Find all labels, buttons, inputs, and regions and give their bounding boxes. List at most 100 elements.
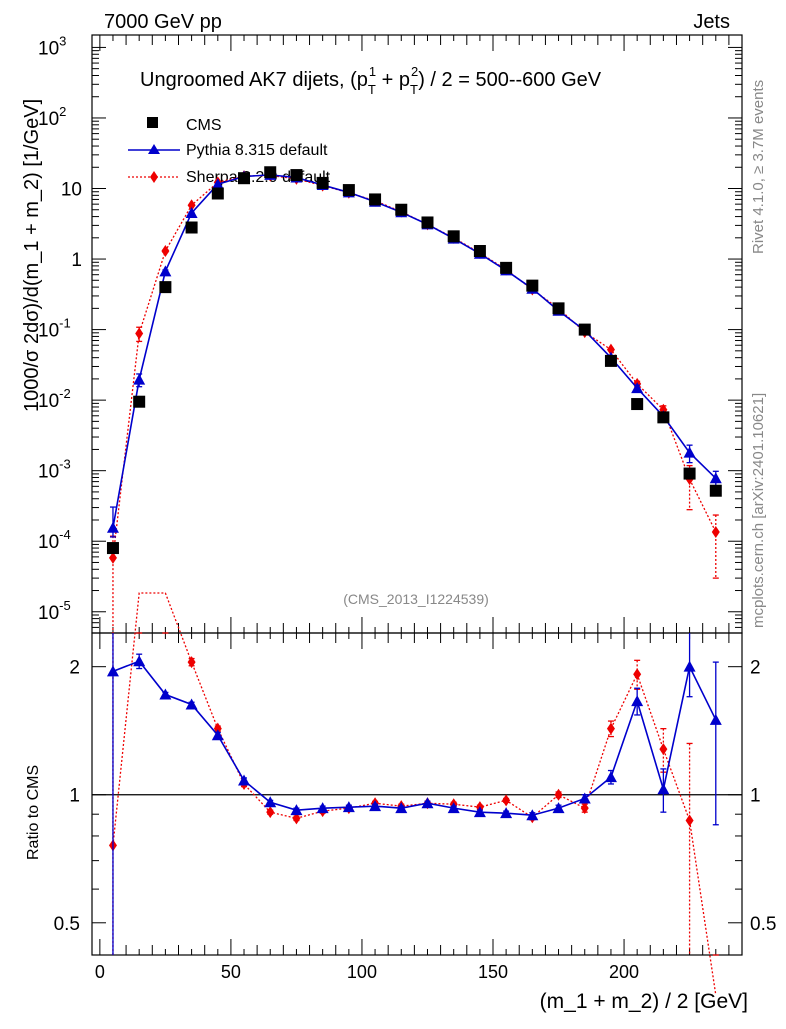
ratio-diamond-point bbox=[292, 812, 301, 825]
main-square-point bbox=[631, 398, 644, 411]
category-label: Jets bbox=[693, 11, 730, 33]
ratio-triangle-point bbox=[657, 783, 670, 795]
ratio-y-tick-label-right: 2 bbox=[750, 658, 761, 679]
main-square-point bbox=[447, 230, 460, 243]
legend-cms-label: CMS bbox=[186, 117, 222, 134]
ratio-diamond-point bbox=[606, 722, 615, 735]
main-y-tick-label: 10-5 bbox=[38, 598, 71, 624]
main-y-tick-label: 10-3 bbox=[38, 457, 71, 483]
chart-marks bbox=[92, 166, 742, 996]
main-square-point bbox=[526, 279, 539, 292]
ratio-triangle-point bbox=[264, 796, 277, 808]
main-triangle-point bbox=[106, 521, 119, 533]
main-triangle-point bbox=[133, 373, 146, 385]
x-tick-label: 100 bbox=[347, 962, 377, 982]
main-square-point bbox=[709, 484, 722, 497]
x-tick-label: 50 bbox=[221, 962, 241, 982]
energy-label: 7000 GeV pp bbox=[104, 11, 222, 33]
main-square-point bbox=[133, 395, 146, 408]
legend-sherpa-marker bbox=[150, 171, 158, 183]
main-triangle-point bbox=[683, 446, 696, 458]
ratio-diamond-point bbox=[554, 788, 563, 801]
ratio-triangle-point bbox=[238, 774, 251, 786]
ratio-diamond-point bbox=[659, 743, 668, 756]
main-triangle-point bbox=[709, 472, 722, 484]
ratio-triangle-point bbox=[552, 802, 565, 814]
main-square-point bbox=[657, 411, 670, 424]
ratio-triangle-point bbox=[631, 695, 644, 707]
main-square-point bbox=[106, 542, 119, 555]
main-square-point bbox=[238, 172, 251, 185]
legend-pythia-label: Pythia 8.315 default bbox=[186, 142, 328, 159]
main-diamond-point bbox=[108, 551, 117, 564]
ratio-panel-frame bbox=[91, 632, 743, 956]
ratio-triangle-line bbox=[112, 660, 717, 817]
ratio-triangle-point bbox=[133, 655, 146, 667]
ratio-diamond-point bbox=[580, 802, 589, 815]
main-triangle-point bbox=[631, 382, 644, 394]
ratio-triangle-point bbox=[526, 809, 539, 821]
main-square-point bbox=[185, 221, 198, 234]
ratio-diamond-point bbox=[633, 668, 642, 681]
main-y-tick-label: 103 bbox=[38, 33, 66, 59]
legend-cms-marker bbox=[147, 117, 158, 128]
main-square-point bbox=[473, 245, 486, 258]
main-diamond-point bbox=[161, 245, 170, 258]
main-y-axis-label: 1000/σ 2dσ)/d(m_1 + m_2) [1/GeV] bbox=[21, 99, 43, 412]
ratio-triangle-point bbox=[106, 665, 119, 677]
x-tick-label: 200 bbox=[609, 962, 639, 982]
main-square-point bbox=[290, 169, 303, 182]
ratio-triangle-point bbox=[290, 804, 303, 816]
ratio-triangle-point bbox=[159, 688, 172, 700]
ratio-diamond-point bbox=[502, 794, 511, 807]
ratio-y-tick-label-left: 0.5 bbox=[54, 914, 80, 935]
ratio-y-tick-label-left: 2 bbox=[69, 658, 80, 679]
legend-pythia-marker bbox=[148, 144, 160, 154]
ratio-diamond-point bbox=[187, 656, 196, 669]
main-square-point bbox=[211, 187, 224, 200]
main-triangle-line bbox=[112, 174, 717, 528]
main-diamond-point bbox=[187, 199, 196, 212]
ratio-diamond-point bbox=[685, 814, 694, 827]
ratio-triangle-point bbox=[473, 806, 486, 818]
main-square-point bbox=[342, 184, 355, 197]
rivet-version-label: Rivet 4.1.0, ≥ 3.7M events bbox=[750, 80, 767, 254]
ratio-diamond-point bbox=[266, 806, 275, 819]
main-square-point bbox=[395, 203, 408, 216]
ratio-triangle-point bbox=[185, 698, 198, 710]
ratio-y-axis-label: Ratio to CMS bbox=[25, 765, 42, 860]
analysis-id: (CMS_2013_I1224539) bbox=[343, 591, 489, 607]
x-tick-label: 0 bbox=[95, 962, 105, 982]
main-title: Ungroomed AK7 dijets, (pT1 + pT2) / 2 = … bbox=[140, 64, 602, 97]
main-y-tick-label: 10-2 bbox=[38, 386, 71, 412]
x-tick-label: 150 bbox=[478, 962, 508, 982]
main-triangle-point bbox=[185, 206, 198, 218]
main-square-point bbox=[500, 261, 513, 274]
main-y-tick-label: 10 bbox=[61, 180, 82, 201]
main-diamond-point bbox=[135, 327, 144, 340]
main-diamond-line bbox=[112, 174, 717, 558]
main-square-point bbox=[683, 467, 696, 480]
ratio-triangle-point bbox=[578, 792, 591, 804]
ratio-triangle-point bbox=[709, 713, 722, 725]
ratio-triangle-point bbox=[316, 802, 329, 814]
main-square-point bbox=[159, 281, 172, 294]
ratio-triangle-point bbox=[447, 802, 460, 814]
main-y-tick-label: 102 bbox=[38, 104, 66, 130]
ratio-triangle-point bbox=[211, 729, 224, 741]
main-square-point bbox=[264, 166, 277, 179]
main-triangle-point bbox=[159, 265, 172, 277]
main-triangle-point bbox=[211, 178, 224, 190]
main-square-point bbox=[552, 302, 565, 315]
main-square-point bbox=[578, 323, 591, 336]
main-square-point bbox=[421, 216, 434, 229]
ratio-triangle-point bbox=[342, 801, 355, 813]
main-diamond-point bbox=[606, 343, 615, 356]
ratio-y-tick-label-right: 1 bbox=[750, 786, 761, 807]
main-square-point bbox=[369, 193, 382, 206]
main-square-point bbox=[604, 354, 617, 367]
x-axis-label: (m_1 + m_2) / 2 [GeV] bbox=[540, 990, 748, 1013]
legend-sherpa-label: Sherpa 2.2.9 default bbox=[186, 169, 331, 186]
